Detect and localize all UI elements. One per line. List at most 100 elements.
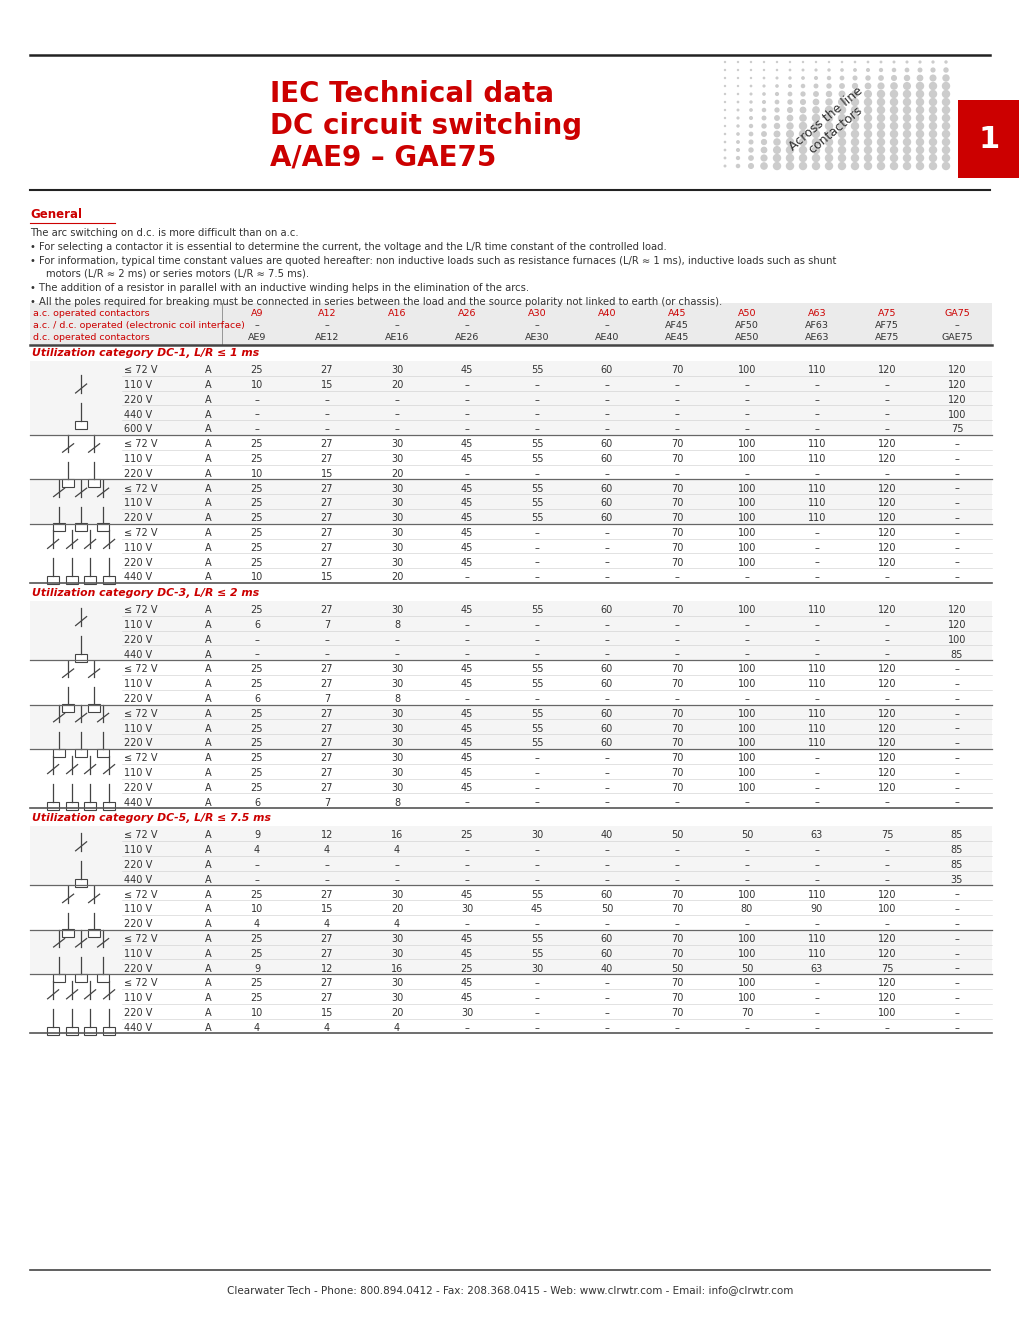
- Circle shape: [876, 162, 883, 169]
- Text: 25: 25: [251, 935, 263, 944]
- Text: –: –: [604, 469, 608, 479]
- Text: –: –: [954, 919, 959, 929]
- Circle shape: [799, 147, 806, 153]
- Text: 50: 50: [671, 830, 683, 841]
- Text: 220 V: 220 V: [124, 469, 152, 479]
- Text: –: –: [814, 859, 818, 870]
- Circle shape: [903, 147, 910, 153]
- Text: 25: 25: [251, 440, 263, 449]
- Circle shape: [737, 117, 738, 119]
- Text: 7: 7: [324, 620, 330, 630]
- Text: –: –: [744, 380, 749, 389]
- Text: 30: 30: [390, 709, 403, 719]
- Text: –: –: [954, 664, 959, 675]
- Circle shape: [942, 82, 949, 90]
- Circle shape: [851, 107, 858, 114]
- Circle shape: [903, 99, 910, 106]
- Text: 70: 70: [671, 890, 683, 899]
- Text: 85: 85: [950, 830, 962, 841]
- Text: 30: 30: [390, 949, 403, 958]
- Text: –: –: [744, 573, 749, 582]
- Text: 110 V: 110 V: [124, 845, 152, 855]
- Text: 15: 15: [321, 469, 333, 479]
- Text: 27: 27: [320, 783, 333, 793]
- Bar: [61, 705, 73, 713]
- Text: 20: 20: [390, 1008, 403, 1018]
- Text: 120: 120: [877, 366, 896, 375]
- Text: –: –: [814, 694, 818, 704]
- Circle shape: [775, 84, 777, 87]
- Text: 75: 75: [879, 964, 893, 974]
- Text: –: –: [814, 409, 818, 420]
- Text: –: –: [883, 694, 889, 704]
- Text: 70: 70: [671, 978, 683, 989]
- Text: 27: 27: [320, 768, 333, 777]
- Circle shape: [827, 69, 829, 71]
- Text: –: –: [604, 528, 608, 539]
- Text: A: A: [205, 723, 212, 734]
- Text: –: –: [814, 635, 818, 644]
- Text: –: –: [604, 1023, 608, 1032]
- Circle shape: [824, 154, 832, 161]
- Text: ≤ 72 V: ≤ 72 V: [124, 528, 157, 539]
- Text: A: A: [205, 483, 212, 494]
- Text: –: –: [464, 620, 469, 630]
- Text: 110 V: 110 V: [124, 680, 152, 689]
- Circle shape: [812, 154, 818, 161]
- Circle shape: [916, 147, 922, 153]
- Text: 120: 120: [877, 978, 896, 989]
- Text: ≤ 72 V: ≤ 72 V: [124, 664, 157, 675]
- Text: A: A: [205, 694, 212, 704]
- Text: –: –: [674, 1023, 679, 1032]
- Text: 70: 70: [671, 543, 683, 553]
- Circle shape: [890, 147, 897, 153]
- Text: ≤ 72 V: ≤ 72 V: [124, 709, 157, 719]
- Text: 45: 45: [461, 528, 473, 539]
- Bar: [74, 748, 87, 756]
- Text: 6: 6: [254, 797, 260, 808]
- Text: –: –: [534, 620, 539, 630]
- Text: 30: 30: [390, 513, 403, 523]
- Circle shape: [851, 154, 858, 161]
- Circle shape: [903, 162, 910, 169]
- Text: 100: 100: [737, 768, 755, 777]
- Text: 45: 45: [530, 904, 543, 915]
- Circle shape: [801, 69, 803, 71]
- Text: 60: 60: [600, 454, 612, 463]
- Circle shape: [916, 91, 922, 98]
- Text: –: –: [534, 635, 539, 644]
- Text: 85: 85: [950, 859, 962, 870]
- Text: 70: 70: [671, 440, 683, 449]
- Bar: [47, 1027, 58, 1035]
- Text: A: A: [205, 409, 212, 420]
- Text: AE45: AE45: [664, 333, 689, 342]
- Text: Utilization category DC-1, L/R ≤ 1 ms: Utilization category DC-1, L/R ≤ 1 ms: [32, 348, 259, 358]
- Text: 25: 25: [251, 768, 263, 777]
- Text: 120: 120: [877, 949, 896, 958]
- Circle shape: [838, 147, 845, 153]
- Circle shape: [799, 154, 806, 161]
- Text: 20: 20: [390, 469, 403, 479]
- Text: 220 V: 220 V: [124, 738, 152, 748]
- Circle shape: [826, 84, 830, 88]
- Circle shape: [942, 91, 949, 98]
- Circle shape: [723, 149, 725, 150]
- Text: –: –: [954, 513, 959, 523]
- Text: –: –: [954, 709, 959, 719]
- Text: –: –: [954, 528, 959, 539]
- Text: –: –: [534, 694, 539, 704]
- Text: 120: 120: [877, 605, 896, 615]
- Text: –: –: [883, 573, 889, 582]
- Text: –: –: [954, 754, 959, 763]
- Text: 120: 120: [947, 380, 965, 389]
- Circle shape: [916, 162, 922, 169]
- Text: –: –: [534, 380, 539, 389]
- Text: 110: 110: [807, 454, 825, 463]
- Circle shape: [905, 61, 907, 63]
- Text: 8: 8: [393, 694, 399, 704]
- Circle shape: [944, 61, 946, 63]
- Text: –: –: [255, 409, 259, 420]
- Text: –: –: [604, 859, 608, 870]
- Text: –: –: [534, 1008, 539, 1018]
- Circle shape: [812, 147, 818, 153]
